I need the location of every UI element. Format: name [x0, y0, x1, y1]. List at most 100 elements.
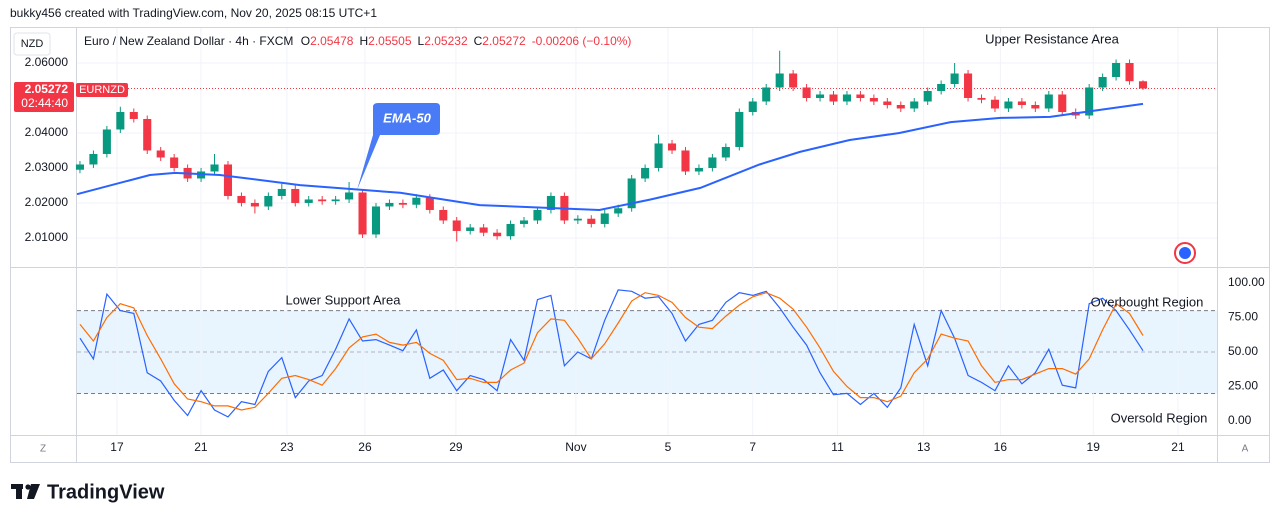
candle-body: [264, 195, 273, 207]
candle-body: [990, 99, 1000, 109]
candle-body: [102, 129, 111, 154]
logo-stem: [16, 484, 22, 499]
candle-body: [291, 188, 300, 203]
x-tick-label: 23: [280, 440, 294, 454]
candle-body: [506, 223, 515, 237]
candle-body: [533, 209, 542, 221]
candle-body: [654, 143, 663, 168]
candle-body: [681, 150, 690, 172]
legend-key: L: [418, 34, 425, 48]
legend: Euro / New Zealand Dollar · 4h · FXCM O2…: [84, 34, 631, 48]
candle-body: [735, 111, 744, 147]
y-tick-label: 2.03000: [25, 160, 69, 174]
y-tick-label: 25.00: [1228, 379, 1258, 393]
candle-body: [775, 73, 784, 88]
candle-body: [1017, 101, 1026, 105]
candle-body: [466, 227, 475, 231]
price-label: 2.05272: [25, 82, 69, 96]
price-label-box: [14, 82, 74, 112]
candle-body: [977, 97, 986, 100]
candle-body: [829, 94, 838, 102]
candle-body: [385, 202, 394, 207]
y-tick-label: 2.04000: [25, 125, 69, 139]
candle-body: [1125, 62, 1134, 82]
x-tick-label: 26: [358, 440, 372, 454]
candle-body: [304, 199, 313, 203]
candle-body: [210, 164, 219, 172]
candle-body: [1112, 62, 1121, 77]
candle-body: [1085, 87, 1094, 116]
y-tick-label: 75.00: [1228, 310, 1258, 324]
y-tick-label: 2.02000: [25, 195, 69, 209]
footer-brand: TradingView: [47, 481, 165, 503]
candle-body: [923, 90, 932, 102]
annotation: Lower Support Area: [286, 292, 402, 307]
candle-body: [371, 206, 381, 235]
chart-frame: [10, 27, 1270, 463]
legend-value: 2.05505: [368, 34, 412, 48]
candle-body: [129, 111, 138, 119]
candle-body: [614, 208, 623, 214]
candle-body: [398, 202, 407, 205]
alert-icon-core: [1179, 247, 1191, 259]
candle-body: [1098, 76, 1107, 88]
y-tick-label: 2.06000: [25, 55, 69, 69]
candle-body: [856, 94, 865, 98]
ema-callout-label: EMA-50: [383, 110, 431, 125]
annotation: Oversold Region: [1111, 410, 1208, 425]
candle-body: [937, 83, 946, 91]
candle-body: [1044, 94, 1053, 109]
candle-body: [627, 178, 636, 209]
zoom-button[interactable]: Z: [40, 444, 46, 455]
oscillator-line: [79, 289, 1144, 418]
candle-body: [89, 153, 98, 165]
candle-body: [1004, 101, 1013, 109]
candle-body: [358, 192, 367, 235]
ema-callout: [357, 103, 440, 190]
candle-body: [896, 104, 905, 109]
candle-body: [694, 167, 703, 172]
candle-body: [708, 157, 717, 168]
candle-body: [964, 73, 973, 98]
candle-body: [223, 164, 233, 196]
currency-button[interactable]: [13, 32, 51, 56]
y-tick-label: 2.01000: [25, 230, 69, 244]
x-tick-label: 13: [917, 440, 931, 454]
x-tick-label: 7: [749, 440, 756, 454]
candle-body: [479, 227, 488, 233]
legend-value: 2.05232: [424, 34, 468, 48]
x-tick-label: 21: [194, 440, 208, 454]
candle-body: [762, 87, 771, 102]
candle-body: [950, 73, 959, 84]
candle-body: [75, 164, 84, 170]
candle-body: [439, 209, 448, 221]
x-tick-label: 17: [110, 440, 124, 454]
logo-dot: [25, 484, 31, 490]
candle-body: [277, 188, 286, 196]
candle-body: [1031, 104, 1040, 109]
y-tick-label: 0.00: [1228, 413, 1252, 427]
countdown: 02:44:40: [21, 96, 68, 110]
candle-body: [573, 218, 582, 221]
candle-body: [519, 220, 529, 224]
candle-body: [250, 202, 259, 207]
candle-body: [721, 146, 730, 158]
legend-value: 2.05478: [310, 34, 354, 48]
header: bukky456 created with TradingView.com, N…: [10, 6, 377, 20]
candle-body: [816, 94, 825, 98]
plot-layer: 2.01000 2.02000 2.03000 2.04000 2.06000 Upper…: [25, 28, 1265, 454]
x-tick-label: Nov: [565, 440, 586, 454]
candle-body: [425, 197, 434, 210]
candle-body: [748, 101, 757, 112]
legend-key: C: [474, 34, 483, 48]
candle-body: [170, 157, 179, 168]
candle-body: [143, 118, 152, 151]
candle-body: [1058, 94, 1067, 112]
logo-wedge: [27, 484, 40, 499]
candle-body: [789, 73, 798, 88]
candle-body: [493, 232, 502, 237]
candle-body: [883, 101, 892, 105]
auto-button[interactable]: A: [1242, 444, 1249, 455]
currency-label[interactable]: NZD: [21, 38, 44, 50]
